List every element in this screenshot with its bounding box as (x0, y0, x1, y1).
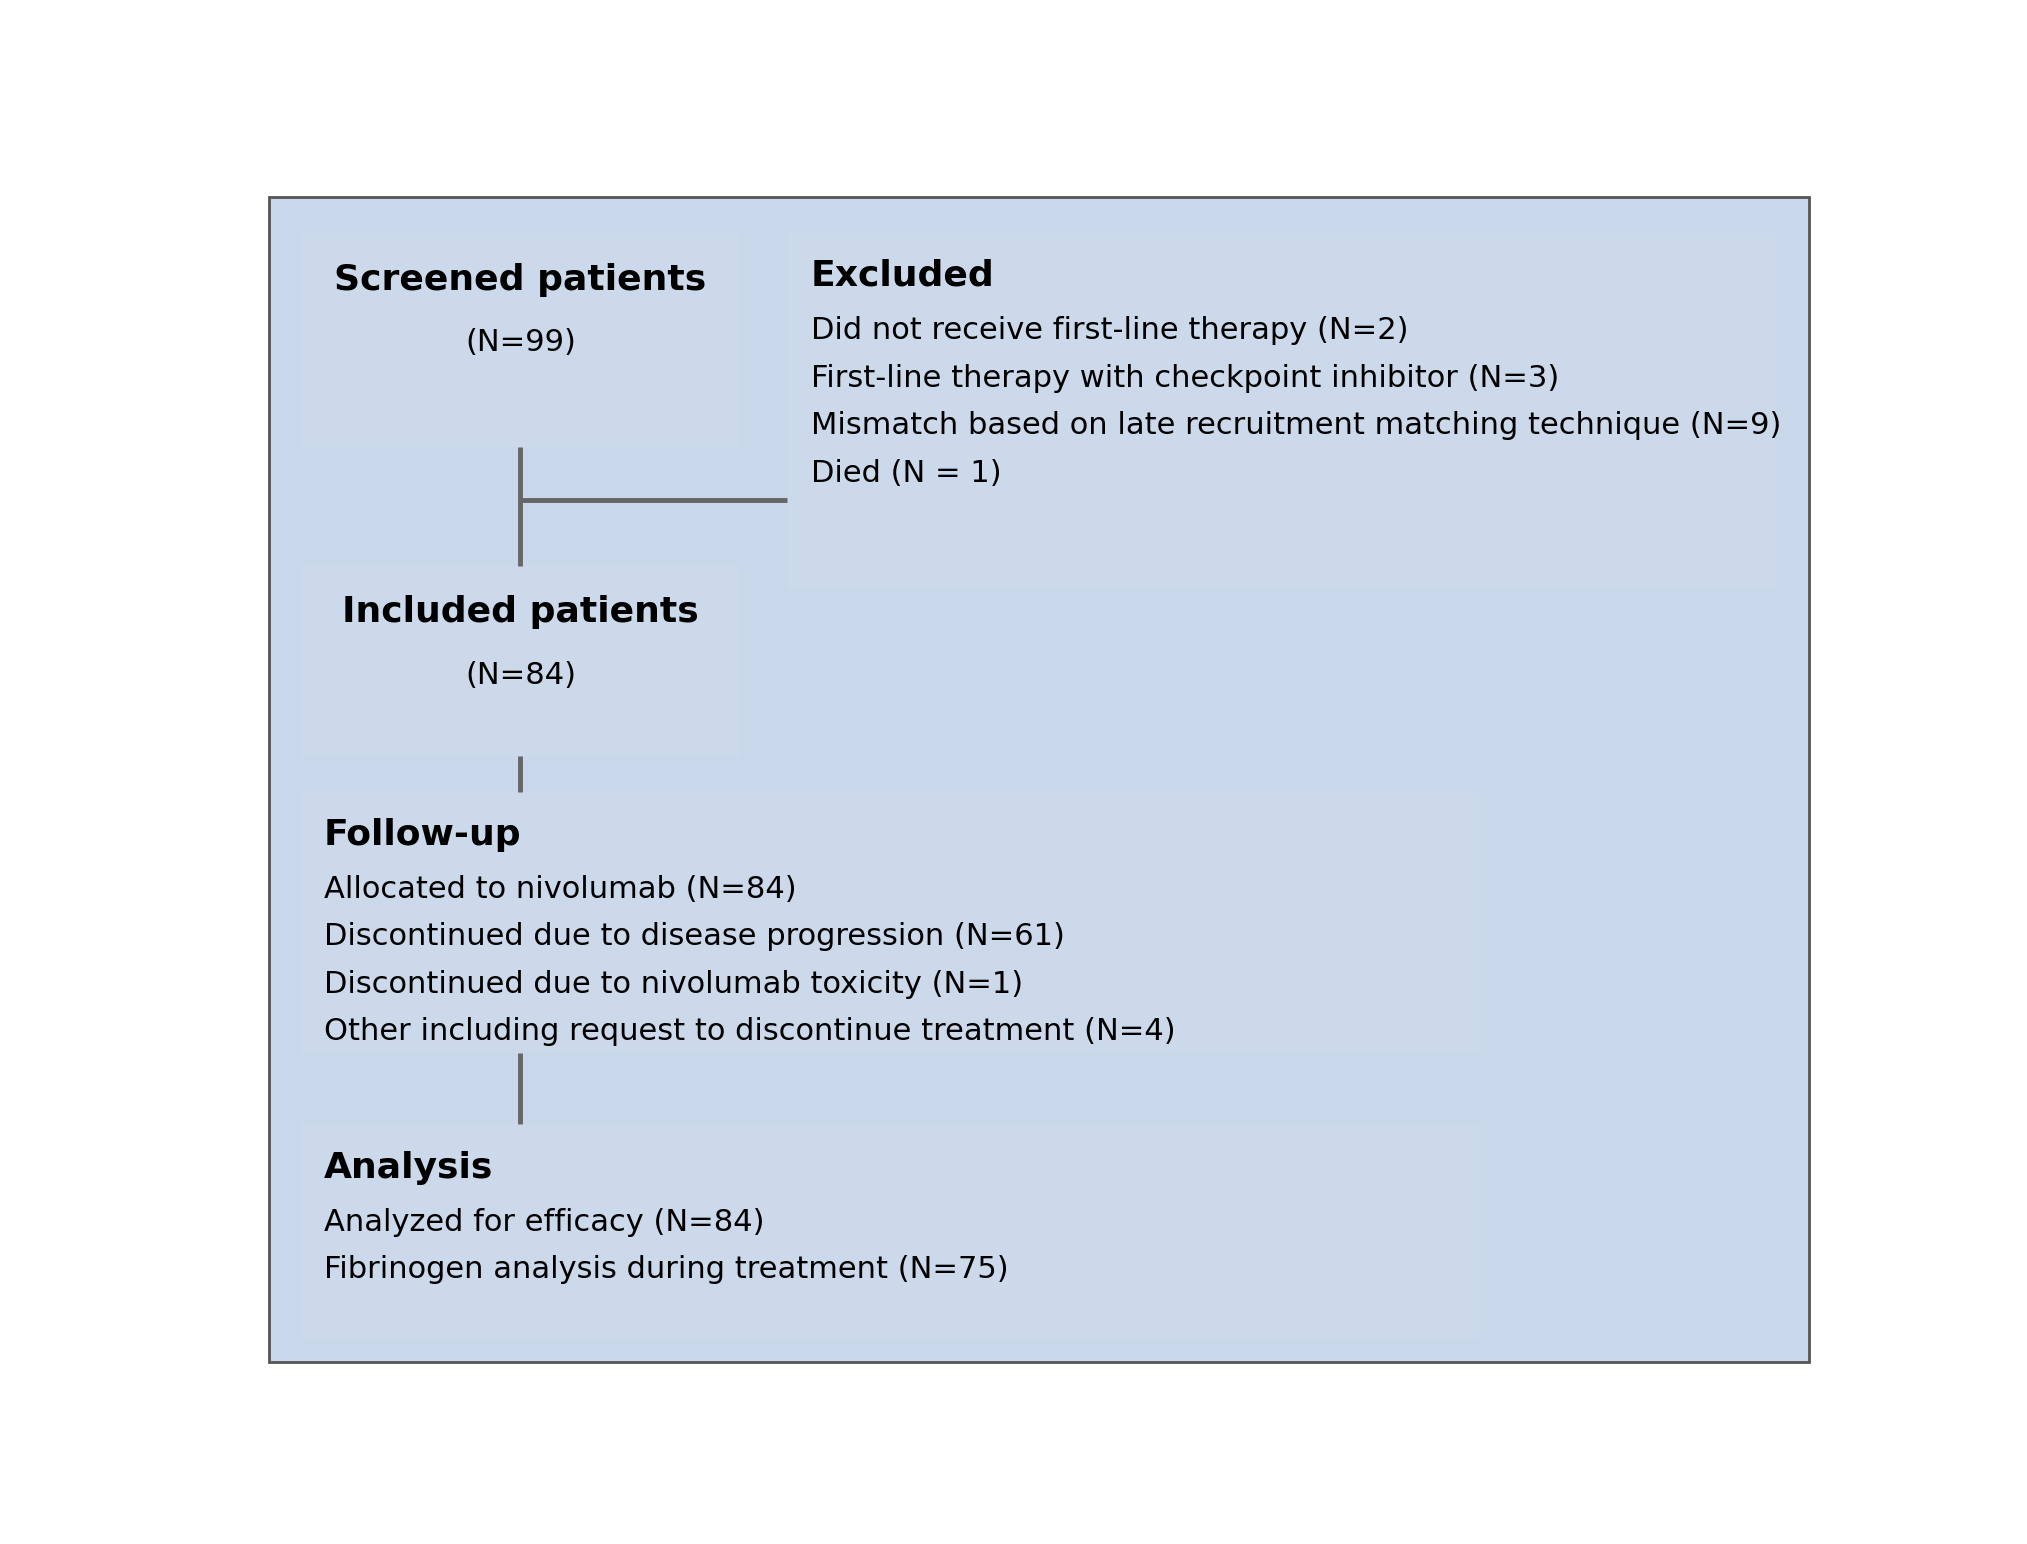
FancyBboxPatch shape (300, 233, 740, 446)
Text: Allocated to nivolumab (N=84): Allocated to nivolumab (N=84) (324, 875, 797, 903)
FancyBboxPatch shape (270, 198, 1808, 1362)
Text: Did not receive first-line therapy (N=2): Did not receive first-line therapy (N=2) (811, 317, 1409, 344)
Text: Included patients: Included patients (343, 596, 699, 630)
FancyBboxPatch shape (300, 565, 740, 757)
Text: Follow-up: Follow-up (324, 818, 521, 852)
Text: Analyzed for efficacy (N=84): Analyzed for efficacy (N=84) (324, 1207, 764, 1237)
Text: Discontinued due to nivolumab toxicity (N=1): Discontinued due to nivolumab toxicity (… (324, 970, 1024, 999)
Text: Analysis: Analysis (324, 1150, 493, 1184)
Text: Excluded: Excluded (811, 259, 995, 293)
Text: Discontinued due to disease progression (N=61): Discontinued due to disease progression … (324, 922, 1064, 951)
Text: First-line therapy with checkpoint inhibitor (N=3): First-line therapy with checkpoint inhib… (811, 364, 1559, 392)
Text: Fibrinogen analysis during treatment (N=75): Fibrinogen analysis during treatment (N=… (324, 1255, 1009, 1285)
FancyBboxPatch shape (300, 1124, 1480, 1339)
Text: Other including request to discontinue treatment (N=4): Other including request to discontinue t… (324, 1017, 1176, 1047)
Text: (N=99): (N=99) (464, 327, 576, 357)
Text: Screened patients: Screened patients (334, 262, 707, 296)
Text: (N=84): (N=84) (464, 661, 576, 690)
FancyBboxPatch shape (300, 792, 1480, 1053)
FancyBboxPatch shape (789, 233, 1778, 590)
Text: Mismatch based on late recruitment matching technique (N=9): Mismatch based on late recruitment match… (811, 411, 1782, 440)
Text: Died (N = 1): Died (N = 1) (811, 459, 1001, 488)
